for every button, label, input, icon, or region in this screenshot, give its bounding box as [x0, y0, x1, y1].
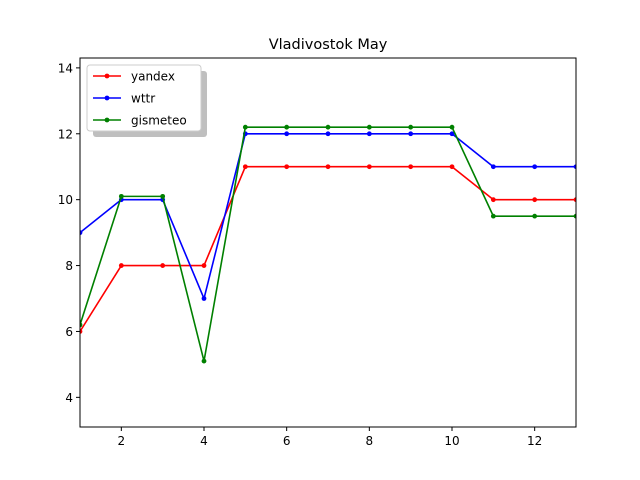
data-point-yandex — [284, 164, 290, 170]
y-axis: 4 6 8 10 12 14 — [58, 61, 80, 405]
series-layer — [80, 124, 576, 364]
data-point-wttr — [325, 131, 331, 137]
legend-marker-gismeteo — [104, 117, 110, 123]
data-point-gismeteo — [284, 124, 290, 130]
series-yandex — [80, 164, 576, 334]
data-point-yandex — [118, 263, 124, 268]
plot-frame — [79, 57, 577, 428]
data-point-yandex — [325, 164, 331, 170]
data-point-gismeteo — [325, 124, 331, 130]
data-point-wttr — [490, 164, 496, 170]
data-point-yandex — [490, 197, 496, 203]
data-point-gismeteo — [80, 322, 83, 328]
data-point-wttr — [449, 131, 455, 137]
data-point-gismeteo — [408, 124, 414, 130]
y-tick-label: 8 — [65, 259, 73, 273]
legend-label-yandex: yandex — [131, 70, 175, 84]
legend-box — [86, 64, 202, 132]
y-tick-label: 10 — [58, 193, 73, 207]
data-point-gismeteo — [573, 213, 576, 219]
y-tick-label: 6 — [65, 325, 73, 339]
x-axis: 2 4 6 8 10 12 — [118, 427, 542, 448]
legend-entry-yandex: yandex — [93, 70, 175, 84]
y-tick-label: 14 — [58, 61, 73, 75]
legend-label-wttr: wttr — [131, 92, 155, 106]
data-point-wttr — [80, 230, 83, 236]
x-tick-label: 4 — [200, 434, 208, 448]
legend-marker-yandex — [104, 73, 110, 79]
data-point-gismeteo — [449, 124, 455, 130]
data-point-wttr — [573, 164, 576, 170]
data-point-gismeteo — [118, 193, 124, 199]
data-point-yandex — [201, 263, 207, 268]
data-point-gismeteo — [242, 124, 248, 130]
data-point-wttr — [366, 131, 372, 137]
y-tick-label: 12 — [58, 127, 73, 141]
legend-marker-wttr — [104, 95, 110, 101]
data-point-wttr — [532, 164, 538, 170]
data-point-yandex — [449, 164, 455, 170]
x-tick-label: 12 — [527, 434, 542, 448]
x-tick-label: 8 — [366, 434, 374, 448]
data-point-yandex — [160, 263, 166, 268]
legend: yandex wttr gismeteo — [86, 64, 207, 137]
data-point-gismeteo — [532, 213, 538, 219]
data-point-gismeteo — [160, 193, 166, 199]
data-point-wttr — [201, 296, 207, 301]
data-point-gismeteo — [366, 124, 372, 130]
data-point-gismeteo — [490, 213, 496, 219]
x-tick-label: 6 — [283, 434, 291, 448]
x-tick-label: 10 — [444, 434, 459, 448]
data-point-yandex — [573, 197, 576, 203]
data-point-wttr — [284, 131, 290, 137]
data-point-yandex — [408, 164, 414, 170]
legend-entry-wttr: wttr — [93, 92, 155, 106]
y-tick-label: 4 — [65, 391, 73, 405]
series-wttr — [80, 131, 576, 301]
x-tick-label: 2 — [118, 434, 126, 448]
legend-entry-gismeteo: gismeteo — [93, 114, 187, 128]
data-point-wttr — [408, 131, 414, 137]
data-point-yandex — [242, 164, 248, 170]
data-point-gismeteo — [201, 358, 207, 364]
data-point-yandex — [80, 329, 83, 334]
data-point-yandex — [532, 197, 538, 203]
legend-label-gismeteo: gismeteo — [131, 114, 187, 128]
chart-title: Vladivostok May — [269, 37, 388, 53]
series-gismeteo — [80, 124, 576, 364]
data-point-yandex — [366, 164, 372, 170]
